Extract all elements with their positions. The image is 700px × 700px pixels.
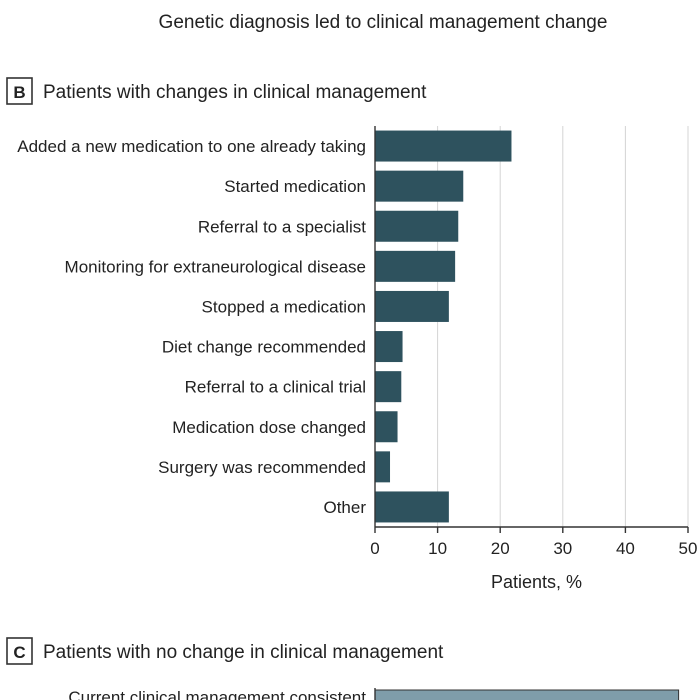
panel-c-heading: C Patients with no change in clinical ma… <box>6 637 444 665</box>
x-tick-label-50: 50 <box>679 539 698 558</box>
bar-2 <box>375 210 459 242</box>
bar-9 <box>375 491 449 523</box>
panel-c-letter-box <box>6 637 33 665</box>
category-label-c-0: Current clinical management consistent <box>68 688 366 700</box>
category-label-1: Started medication <box>224 177 366 196</box>
category-label-6: Referral to a clinical trial <box>185 378 366 397</box>
bar-c-0 <box>374 689 680 700</box>
x-tick-label-10: 10 <box>428 539 447 558</box>
category-label-0: Added a new medication to one already ta… <box>17 137 366 156</box>
panel-b-letter-box <box>6 77 33 105</box>
category-label-7: Medication dose changed <box>172 418 366 437</box>
bar-3 <box>375 250 456 282</box>
panel-b-letter: B <box>13 83 25 102</box>
bar-8 <box>375 451 391 483</box>
panel-c-letter: C <box>13 643 25 662</box>
category-label-8: Surgery was recommended <box>158 458 366 477</box>
x-tick-label-30: 30 <box>553 539 572 558</box>
x-tick-label-40: 40 <box>616 539 635 558</box>
panel-b-heading: B Patients with changes in clinical mana… <box>6 77 427 105</box>
category-label-9: Other <box>323 498 366 517</box>
bar-5 <box>375 331 403 363</box>
category-label-5: Diet change recommended <box>162 338 366 357</box>
figure-header-title: Genetic diagnosis led to clinical manage… <box>159 12 608 33</box>
no-change-bar-chart: Current clinical management consistent <box>68 688 680 700</box>
bar-0 <box>375 130 512 162</box>
changes-bar-chart: Added a new medication to one already ta… <box>17 126 697 592</box>
panel-c-title: Patients with no change in clinical mana… <box>43 642 444 663</box>
bar-7 <box>375 411 398 443</box>
bar-1 <box>375 170 464 202</box>
x-tick-label-20: 20 <box>491 539 510 558</box>
category-label-2: Referral to a specialist <box>198 217 366 236</box>
x-tick-label-0: 0 <box>370 539 379 558</box>
category-label-3: Monitoring for extraneurological disease <box>65 257 366 276</box>
bar-6 <box>375 371 402 403</box>
x-axis-label: Patients, % <box>491 572 582 592</box>
bar-4 <box>375 290 449 322</box>
panel-b-title: Patients with changes in clinical manage… <box>43 82 427 103</box>
category-label-4: Stopped a medication <box>202 297 366 316</box>
